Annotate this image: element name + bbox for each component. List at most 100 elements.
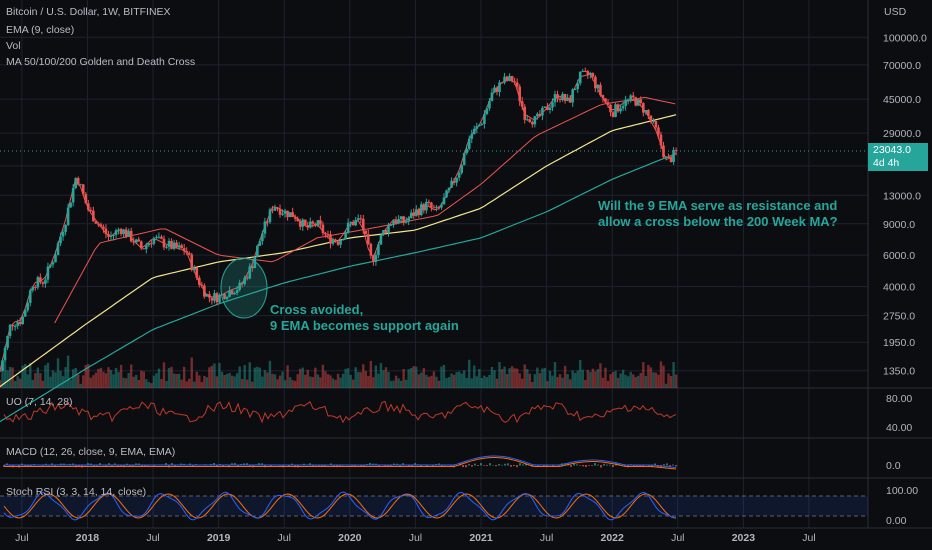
volume-bar [374, 365, 378, 388]
volume-bar [198, 375, 201, 388]
volume-bar [556, 377, 559, 388]
volume-bar [185, 381, 188, 388]
volume-bar [205, 377, 209, 388]
candle-body [195, 267, 199, 278]
candle-body [97, 223, 100, 225]
indicator-ema-label[interactable]: EMA (9, close) [6, 24, 75, 36]
candle-body [586, 71, 590, 75]
candle-body [427, 201, 431, 203]
x-tick-label: 2022 [601, 532, 625, 544]
volume-bar [427, 376, 431, 388]
macd-histogram-bar [141, 465, 143, 467]
volume-bar [372, 377, 375, 388]
y-tick-label: 29000.0 [883, 128, 921, 140]
stoch-title[interactable]: Stoch RSI (3, 3, 14, 14, close) [6, 486, 147, 498]
candle-body [268, 209, 272, 223]
candle-body [41, 282, 45, 284]
candle-body [500, 82, 504, 84]
volume-bar [0, 380, 2, 388]
volume-bar [102, 371, 105, 388]
candle-body [314, 223, 317, 226]
volume-bar [256, 366, 259, 388]
candle-body [329, 234, 332, 244]
volume-bar [301, 367, 304, 388]
macd-histogram-bar [387, 465, 389, 467]
volume-bar [551, 375, 554, 388]
volume-bar [624, 374, 627, 388]
macd-title[interactable]: MACD (12, 26, close, 9, EMA, EMA) [6, 446, 176, 458]
macd-histogram-bar [564, 463, 566, 466]
volume-bar [233, 376, 236, 388]
macd-histogram-bar [402, 463, 404, 466]
volume-bar [460, 373, 463, 388]
volume-bar [369, 360, 373, 388]
volume-bar [462, 370, 466, 388]
candle-body [139, 241, 143, 249]
candle-body [0, 370, 2, 372]
volume-bar [349, 374, 352, 388]
macd-histogram-bar [24, 465, 26, 467]
candle-body [127, 230, 130, 237]
candle-body [495, 87, 499, 93]
volume-bar [561, 377, 564, 388]
macd-histogram-bar [87, 463, 89, 466]
candle-body [571, 89, 574, 103]
volume-bar [621, 369, 625, 388]
macd-histogram-bar [390, 465, 392, 467]
volume-bar [669, 376, 673, 388]
volume-bar [324, 371, 327, 388]
volume-bar [44, 365, 47, 388]
candle-body [425, 201, 428, 211]
macd-histogram-bar [144, 465, 146, 467]
volume-bar [273, 374, 277, 388]
indicator-vol-label[interactable]: Vol [6, 40, 21, 52]
uo-title[interactable]: UO (7, 14, 28) [6, 396, 73, 408]
candle-body [639, 99, 643, 104]
volume-bar [6, 370, 9, 388]
candle-body [467, 138, 471, 149]
candle-body [374, 255, 378, 262]
x-tick-label: 2019 [207, 532, 231, 544]
volume-bars [0, 355, 678, 388]
candle-body [233, 293, 236, 295]
candle-body [114, 230, 118, 235]
volume-bar [659, 361, 663, 388]
macd-histogram-bar [288, 465, 290, 467]
volume-bar [662, 365, 665, 388]
candle-body [518, 86, 521, 102]
volume-bar [531, 381, 534, 388]
volume-bar [437, 380, 441, 388]
macd-histogram-bar [597, 464, 599, 466]
volume-bar [586, 369, 590, 388]
candle-body [51, 262, 55, 265]
candle-body [175, 242, 178, 248]
volume-bar [36, 367, 40, 388]
volume-bar [548, 370, 552, 388]
candle-body [192, 267, 196, 270]
indicator-ma-label[interactable]: MA 50/100/200 Golden and Death Cross [6, 56, 196, 68]
candle-body [409, 212, 413, 219]
macd-histogram-bar [411, 465, 413, 467]
volume-bar [533, 374, 537, 388]
macd-histogram-bar [471, 465, 473, 467]
candle-body [561, 93, 564, 101]
volume-bar [220, 371, 224, 388]
volume-bar [508, 368, 511, 388]
volume-bar [157, 368, 161, 388]
volume-bar [455, 372, 458, 388]
volume-bar [430, 375, 433, 388]
candle-body [475, 126, 479, 129]
volume-bar [59, 370, 62, 388]
volume-bar [170, 366, 173, 388]
volume-bar [271, 373, 274, 388]
x-tick-label: 2021 [469, 532, 493, 544]
volume-bar [483, 375, 486, 388]
volume-bar [54, 372, 57, 388]
candle-body [225, 296, 229, 299]
macd-histogram-bar [54, 465, 56, 467]
uo-tick-label: 80.00 [886, 393, 912, 405]
volume-bar [604, 367, 607, 388]
y-tick-label: 1350.0 [883, 366, 915, 378]
candle-body [122, 229, 125, 234]
